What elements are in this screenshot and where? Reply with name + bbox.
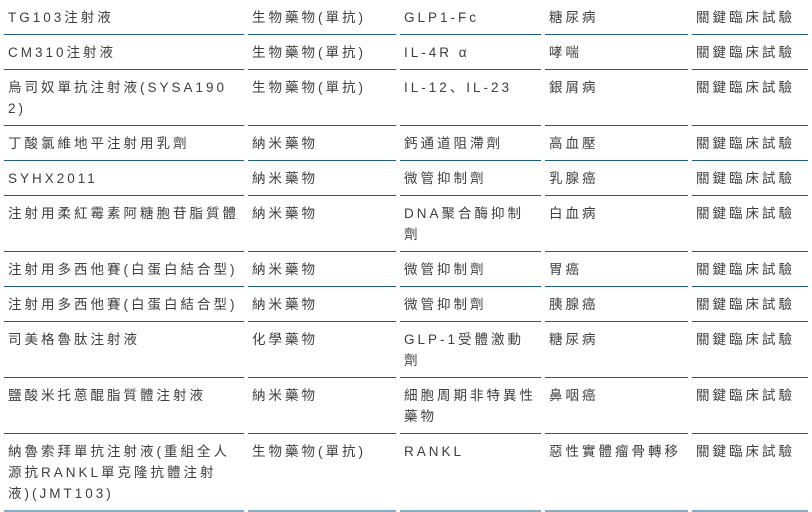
cell-target: DNA聚合酶抑制劑	[400, 196, 541, 252]
cell-drug-name: 注射用多西他賽(白蛋白結合型)	[4, 252, 244, 287]
cell-target: GLP1-Fc	[400, 0, 541, 35]
cell-drug-type: 納米藥物	[248, 287, 396, 322]
table-row: 丁酸氯維地平注射用乳劑 納米藥物 鈣通道阻滯劑 高血壓 關鍵臨床試驗	[4, 126, 808, 161]
cell-status: 關鍵臨床試驗	[692, 196, 808, 252]
cell-drug-name: 注射用多西他賽(白蛋白結合型)	[4, 287, 244, 322]
cell-drug-name: CM310注射液	[4, 35, 244, 70]
cell-drug-type: 納米藥物	[248, 196, 396, 252]
cell-drug-name: 烏司奴單抗注射液(SYSA1902)	[4, 70, 244, 126]
cell-status: 關鍵臨床試驗	[692, 0, 808, 35]
cell-target: 微管抑制劑	[400, 252, 541, 287]
cell-indication: 糖尿病	[545, 322, 688, 378]
cell-target: IL-4R α	[400, 35, 541, 70]
cell-status: 關鍵臨床試驗	[692, 35, 808, 70]
cell-drug-name: TG103注射液	[4, 0, 244, 35]
cell-drug-type: 納米藥物	[248, 378, 396, 434]
cell-indication: 哮喘	[545, 35, 688, 70]
table-row: TG103注射液 生物藥物(單抗) GLP1-Fc 糖尿病 關鍵臨床試驗	[4, 0, 808, 35]
table-row: 司美格魯肽注射液 化學藥物 GLP-1受體激動劑 糖尿病 關鍵臨床試驗	[4, 322, 808, 378]
cell-drug-name: 司美格魯肽注射液	[4, 322, 244, 378]
cell-indication: 惡性實體瘤骨轉移	[545, 434, 688, 512]
cell-status: 關鍵臨床試驗	[692, 322, 808, 378]
cell-indication: 鼻咽癌	[545, 378, 688, 434]
cell-target: IL-12、IL-23	[400, 70, 541, 126]
cell-status: 關鍵臨床試驗	[692, 378, 808, 434]
cell-status: 關鍵臨床試驗	[692, 126, 808, 161]
cell-drug-name: 納魯索拜單抗注射液(重組全人源抗RANKL單克隆抗體注射液)(JMT103)	[4, 434, 244, 512]
table-row: 注射用多西他賽(白蛋白結合型) 納米藥物 微管抑制劑 胰腺癌 關鍵臨床試驗	[4, 287, 808, 322]
cell-indication: 糖尿病	[545, 0, 688, 35]
cell-status: 關鍵臨床試驗	[692, 161, 808, 196]
table-row: 納魯索拜單抗注射液(重組全人源抗RANKL單克隆抗體注射液)(JMT103) 生…	[4, 434, 808, 512]
table-row: SYHX2011 納米藥物 微管抑制劑 乳腺癌 關鍵臨床試驗	[4, 161, 808, 196]
cell-status: 關鍵臨床試驗	[692, 434, 808, 512]
cell-indication: 胰腺癌	[545, 287, 688, 322]
cell-drug-name: 注射用柔紅霉素阿糖胞苷脂質體	[4, 196, 244, 252]
cell-drug-type: 生物藥物(單抗)	[248, 434, 396, 512]
cell-drug-name: 丁酸氯維地平注射用乳劑	[4, 126, 244, 161]
cell-drug-type: 納米藥物	[248, 126, 396, 161]
cell-drug-name: SYHX2011	[4, 161, 244, 196]
cell-drug-type: 化學藥物	[248, 322, 396, 378]
cell-indication: 胃癌	[545, 252, 688, 287]
cell-target: 細胞周期非特異性藥物	[400, 378, 541, 434]
cell-drug-type: 生物藥物(單抗)	[248, 70, 396, 126]
cell-drug-type: 生物藥物(單抗)	[248, 0, 396, 35]
cell-target: RANKL	[400, 434, 541, 512]
cell-target: 微管抑制劑	[400, 287, 541, 322]
table-row: 烏司奴單抗注射液(SYSA1902) 生物藥物(單抗) IL-12、IL-23 …	[4, 70, 808, 126]
table-row: 注射用多西他賽(白蛋白結合型) 納米藥物 微管抑制劑 胃癌 關鍵臨床試驗	[4, 252, 808, 287]
table-row: 鹽酸米托蒽醌脂質體注射液 納米藥物 細胞周期非特異性藥物 鼻咽癌 關鍵臨床試驗	[4, 378, 808, 434]
cell-indication: 乳腺癌	[545, 161, 688, 196]
cell-drug-name: 鹽酸米托蒽醌脂質體注射液	[4, 378, 244, 434]
cell-drug-type: 納米藥物	[248, 252, 396, 287]
table-row: CM310注射液 生物藥物(單抗) IL-4R α 哮喘 關鍵臨床試驗	[4, 35, 808, 70]
cell-drug-type: 生物藥物(單抗)	[248, 35, 396, 70]
cell-indication: 銀屑病	[545, 70, 688, 126]
cell-target: GLP-1受體激動劑	[400, 322, 541, 378]
cell-status: 關鍵臨床試驗	[692, 287, 808, 322]
cell-indication: 高血壓	[545, 126, 688, 161]
cell-target: 微管抑制劑	[400, 161, 541, 196]
cell-drug-type: 納米藥物	[248, 161, 396, 196]
cell-status: 關鍵臨床試驗	[692, 252, 808, 287]
table-row: 注射用柔紅霉素阿糖胞苷脂質體 納米藥物 DNA聚合酶抑制劑 白血病 關鍵臨床試驗	[4, 196, 808, 252]
cell-indication: 白血病	[545, 196, 688, 252]
cell-target: 鈣通道阻滯劑	[400, 126, 541, 161]
cell-status: 關鍵臨床試驗	[692, 70, 808, 126]
